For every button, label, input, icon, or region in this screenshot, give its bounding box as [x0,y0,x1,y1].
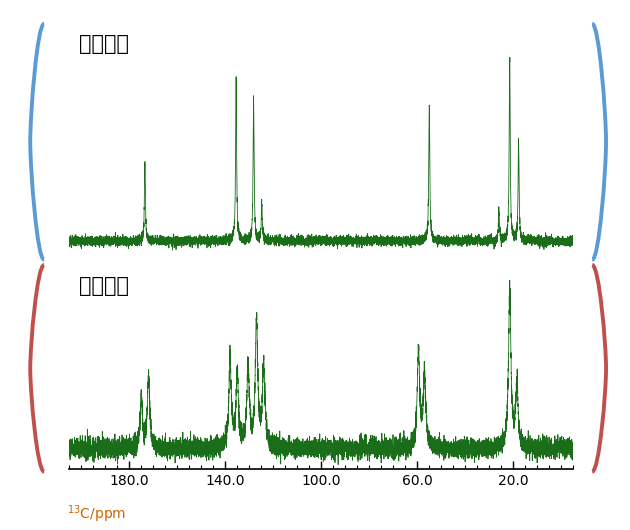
Text: 水溶液中: 水溶液中 [79,34,129,54]
Text: 粉末状態: 粉末状態 [79,276,129,296]
Text: $^{13}$C/ppm: $^{13}$C/ppm [67,503,126,525]
